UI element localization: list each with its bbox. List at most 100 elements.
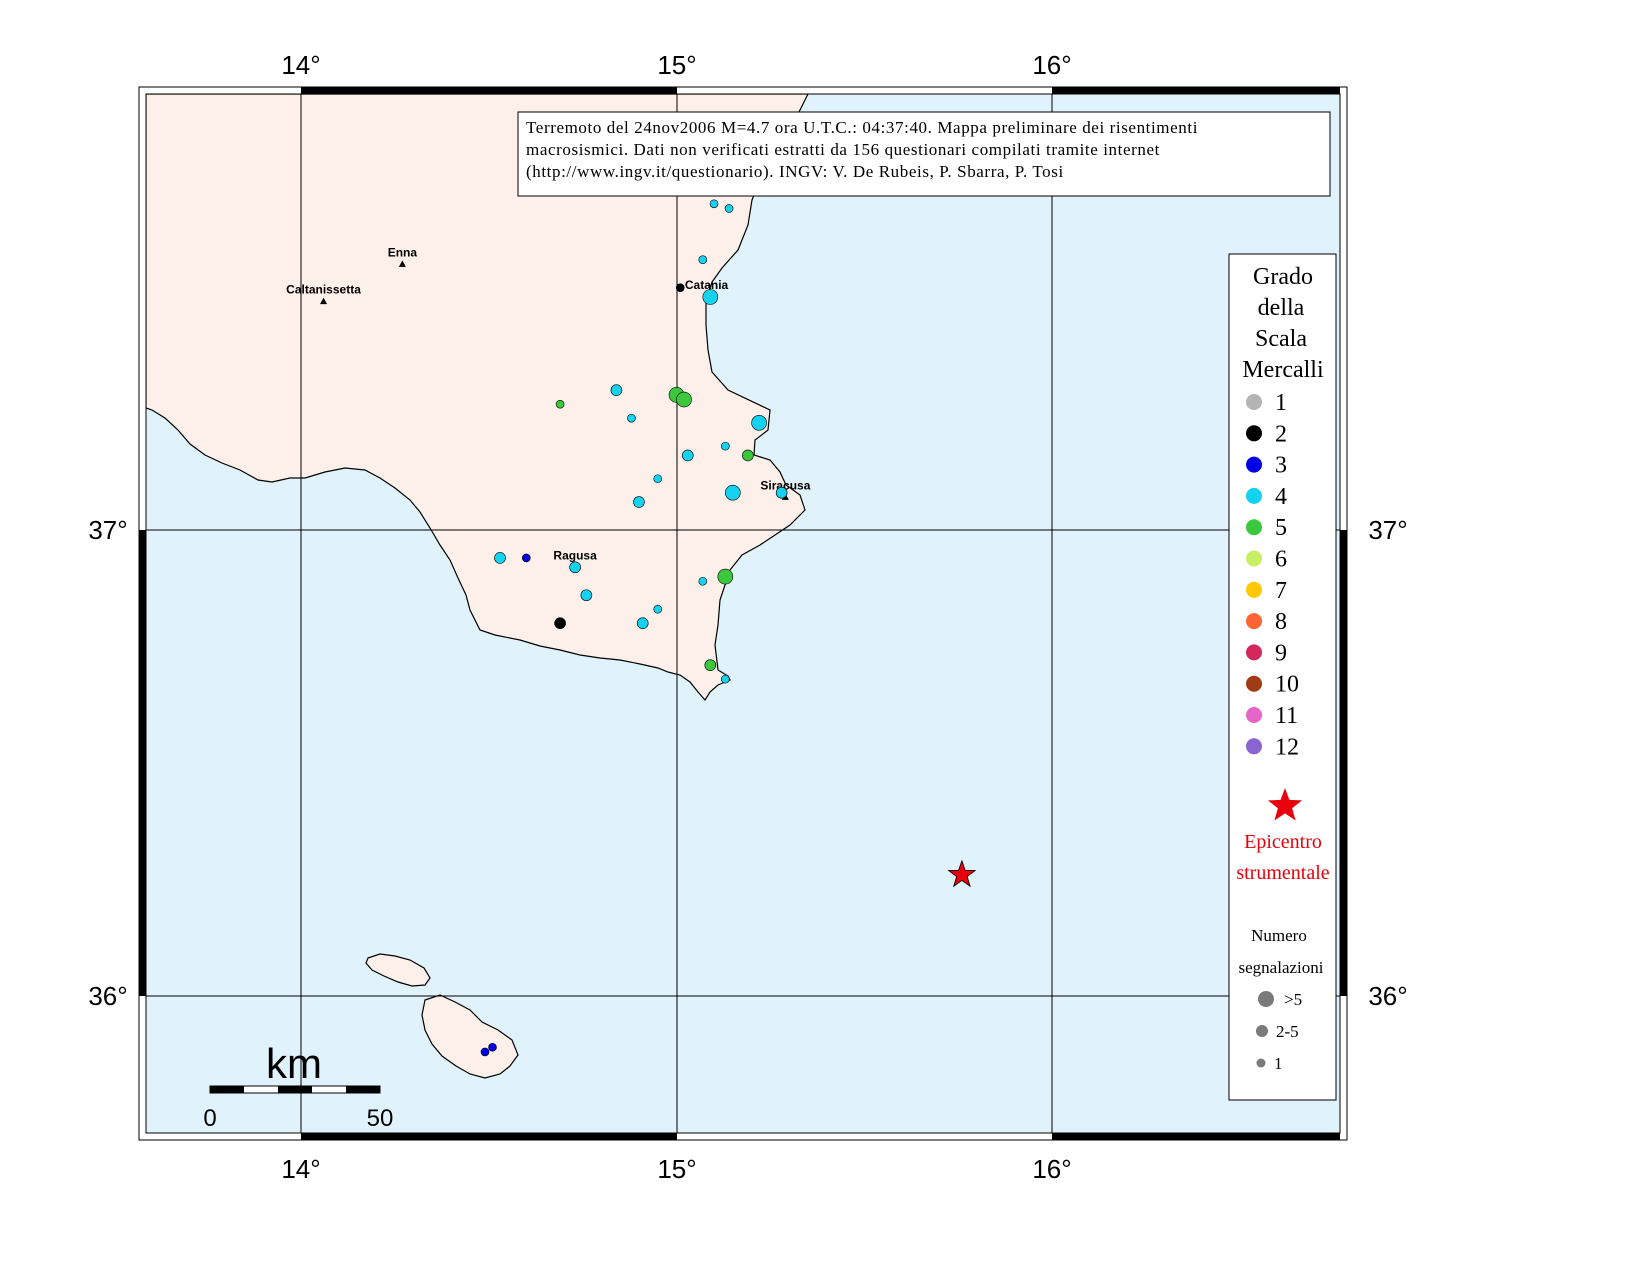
info-box: Terremoto del 24nov2006 M=4.7 ora U.T.C.… <box>517 111 1331 197</box>
frame-bar-left <box>139 530 146 996</box>
legend-count-title-1: Numero <box>1251 926 1307 945</box>
legend-count-small-marker <box>1256 1058 1266 1068</box>
lon-label-top-14: 14° <box>281 50 320 80</box>
frame-bar-top-2 <box>1052 87 1340 94</box>
legend-grade-marker <box>1246 456 1262 473</box>
lat-label-right-37: 37° <box>1368 515 1407 545</box>
legend-grade-marker <box>1246 675 1262 692</box>
legend-count-title-2: segnalazioni <box>1239 958 1324 977</box>
report-marker <box>675 283 685 292</box>
legend-grade-label: 5 <box>1275 515 1287 541</box>
legend-grade-marker <box>1246 519 1262 536</box>
legend-count-medium-label: 2-5 <box>1276 1022 1299 1041</box>
frame-bar-right <box>1340 530 1347 996</box>
report-marker <box>676 391 692 408</box>
legend-grade-label: 7 <box>1275 578 1287 604</box>
legend-grade-marker <box>1246 425 1262 442</box>
legend-grade-marker <box>1246 394 1262 410</box>
epicenter-layer <box>947 859 977 888</box>
legend-epicenter-1: Epicentro <box>1244 831 1322 853</box>
frame-bar-bottom-2 <box>1052 1133 1340 1140</box>
legend-grade-label: 2 <box>1275 421 1287 447</box>
report-marker <box>717 568 734 585</box>
lon-label-bottom-16: 16° <box>1032 1154 1071 1184</box>
legend-grade-marker <box>1246 738 1262 755</box>
legend-grade-label: 9 <box>1275 640 1287 666</box>
report-marker <box>480 1047 490 1057</box>
info-line-1: Terremoto del 24nov2006 M=4.7 ora U.T.C.… <box>526 118 1198 137</box>
legend-grade-marker <box>1246 550 1262 567</box>
report-marker <box>494 552 506 564</box>
legend-title-4: Mercalli <box>1242 357 1324 383</box>
report-marker <box>488 1042 497 1052</box>
report-marker <box>610 384 623 397</box>
legend-grade-marker <box>1246 613 1262 630</box>
city-label: Ragusa <box>553 548 597 562</box>
report-marker <box>775 486 788 499</box>
scale-unit: km <box>266 1040 322 1087</box>
legend-grade-marker <box>1246 707 1262 723</box>
reports-layer <box>480 199 788 1057</box>
report-marker <box>742 449 754 462</box>
report-marker <box>698 255 708 265</box>
report-marker <box>725 484 741 501</box>
report-marker <box>724 204 734 213</box>
city-label: Siracusa <box>760 478 810 492</box>
legend-grade-label: 8 <box>1275 609 1287 635</box>
report-marker <box>704 659 717 671</box>
report-marker <box>633 496 645 508</box>
city-label: Enna <box>388 245 418 259</box>
legend-count-small-label: 1 <box>1274 1054 1283 1073</box>
legend-grade-label: 11 <box>1275 703 1298 729</box>
legend-epicenter-2: strumentale <box>1236 862 1329 884</box>
lon-label-bottom-14: 14° <box>281 1154 320 1184</box>
report-marker <box>627 413 636 423</box>
frame-bar-top-1 <box>301 87 677 94</box>
legend-grade-label: 6 <box>1275 547 1287 573</box>
malta-island <box>421 994 519 1079</box>
city-label: Caltanissetta <box>286 283 361 297</box>
lon-label-top-15: 15° <box>657 50 696 80</box>
report-marker <box>721 674 730 684</box>
info-line-3: (http://www.ingv.it/questionario). INGV:… <box>526 162 1064 181</box>
legend-count-large-marker <box>1258 991 1274 1007</box>
legend-grade-label: 1 <box>1275 390 1287 416</box>
report-marker <box>554 617 566 630</box>
info-line-2: macrosismici. Dati non verificati estrat… <box>526 140 1160 159</box>
lat-label-left-36: 36° <box>88 981 127 1011</box>
scale-end-label: 50 <box>367 1105 394 1132</box>
city-marker-icon <box>398 260 406 267</box>
report-marker <box>653 604 663 614</box>
report-marker <box>653 474 663 484</box>
legend: Grado della Scala Mercalli 1234567891011… <box>1228 253 1337 1101</box>
legend-star-icon <box>1267 788 1303 821</box>
legend-grade-marker <box>1246 581 1262 598</box>
report-marker <box>681 449 694 462</box>
report-marker <box>698 576 708 586</box>
scale-bar: km 0 50 <box>203 1040 393 1132</box>
legend-title-2: della <box>1258 295 1305 321</box>
report-marker <box>636 617 649 630</box>
report-marker <box>580 589 593 602</box>
report-marker <box>569 561 581 574</box>
report-marker <box>721 441 730 451</box>
legend-title-3: Scala <box>1255 326 1307 352</box>
legend-box <box>1228 253 1337 1101</box>
legend-title-1: Grado <box>1253 264 1313 290</box>
legend-grade-label: 10 <box>1275 672 1299 698</box>
report-marker <box>702 289 719 305</box>
legend-count-medium-marker <box>1256 1025 1268 1037</box>
frame-bar-bottom-1 <box>301 1133 677 1140</box>
scale-start-label: 0 <box>203 1105 216 1132</box>
legend-grade-marker <box>1246 487 1262 504</box>
legend-grade-label: 3 <box>1275 453 1287 479</box>
report-marker <box>521 553 531 563</box>
lon-label-top-16: 16° <box>1032 50 1071 80</box>
legend-grade-label: 4 <box>1275 484 1287 510</box>
legend-grade-marker <box>1246 644 1262 661</box>
legend-count-large-label: >5 <box>1284 990 1302 1009</box>
epicenter-star-icon <box>947 859 977 888</box>
city-marker-icon <box>320 297 328 305</box>
